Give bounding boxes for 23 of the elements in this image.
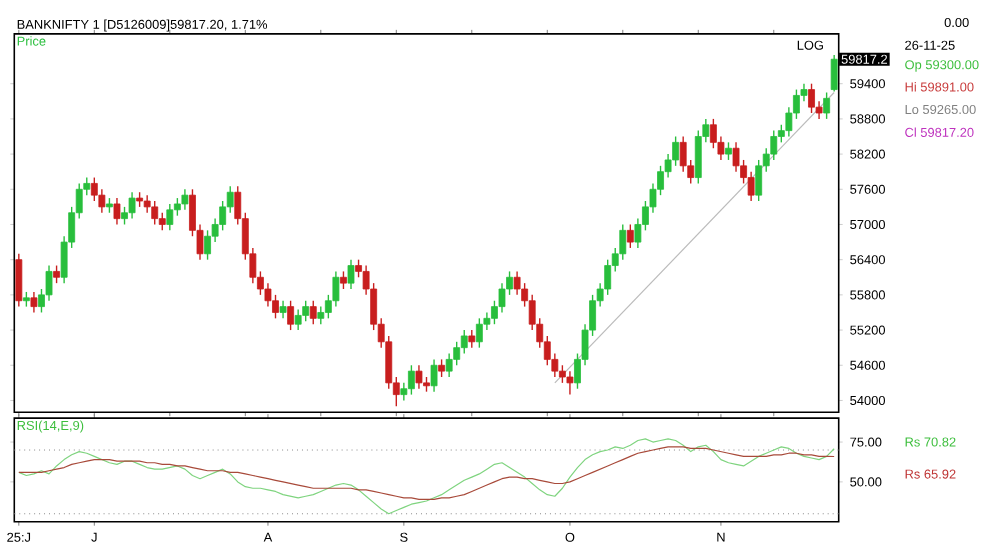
candlestick (626, 224, 634, 249)
candlestick (755, 159, 763, 202)
candlestick (151, 200, 159, 226)
candlestick (808, 83, 815, 114)
candlestick (347, 259, 355, 290)
candlestick (294, 309, 302, 331)
candlestick (309, 300, 317, 326)
candlestick (166, 203, 174, 232)
candlestick (181, 188, 189, 211)
candlestick (30, 291, 38, 314)
candlestick (287, 300, 295, 331)
candlestick (128, 191, 136, 220)
candlestick (475, 317, 483, 349)
candlestick (566, 370, 574, 396)
candlestick (823, 92, 831, 120)
candlestick (430, 358, 438, 393)
candlestick (15, 253, 23, 308)
candlestick (113, 197, 121, 226)
candlestick (415, 364, 423, 390)
candlestick (460, 329, 468, 355)
candlestick (407, 364, 415, 396)
candlestick (302, 300, 310, 323)
candlestick (830, 54, 838, 93)
